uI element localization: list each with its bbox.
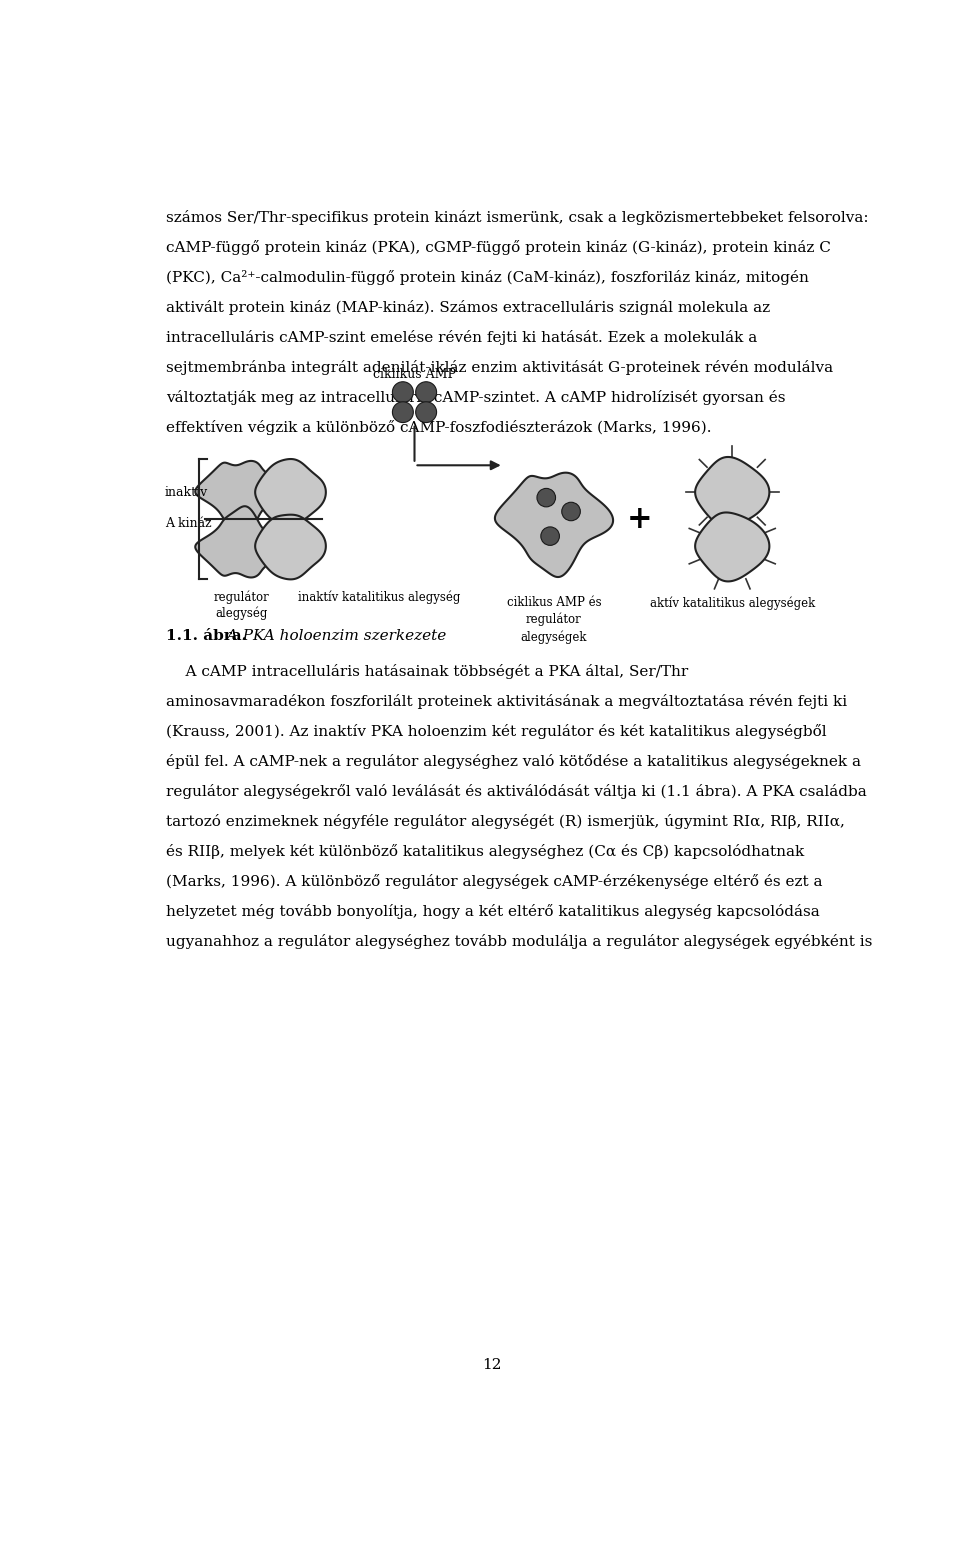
- Text: 12: 12: [482, 1358, 502, 1372]
- Polygon shape: [195, 460, 288, 532]
- Polygon shape: [195, 506, 288, 578]
- Circle shape: [393, 401, 414, 423]
- Text: aminosavmaradékon foszforilált proteinek aktivitásának a megváltoztatása révén f: aminosavmaradékon foszforilált proteinek…: [166, 695, 848, 709]
- Circle shape: [537, 489, 556, 507]
- Text: inaktív katalitikus alegység: inaktív katalitikus alegység: [299, 590, 461, 604]
- Polygon shape: [255, 459, 325, 523]
- Polygon shape: [695, 457, 769, 526]
- Circle shape: [416, 401, 437, 423]
- Text: cAMP-függő protein kináz (PKA), cGMP-függő protein kináz (G-kináz), protein kiná: cAMP-függő protein kináz (PKA), cGMP-füg…: [166, 240, 831, 254]
- Text: ciklikus AMP: ciklikus AMP: [373, 367, 456, 381]
- Text: intracelluláris cAMP-szint emelése révén fejti ki hatását. Ezek a molekulák a: intracelluláris cAMP-szint emelése révén…: [166, 329, 757, 345]
- Text: számos Ser/Thr-specifikus protein kinázt ismerünk, csak a legközismertebbeket fe: számos Ser/Thr-specifikus protein kinázt…: [166, 209, 869, 225]
- Text: (Krauss, 2001). Az inaktív PKA holoenzim két regulátor és két katalitikus alegys: (Krauss, 2001). Az inaktív PKA holoenzim…: [166, 724, 828, 738]
- Text: regulátor
alegység: regulátor alegység: [214, 590, 270, 620]
- Text: A cAMP intracelluláris hatásainak többségét a PKA által, Ser/Thr: A cAMP intracelluláris hatásainak többsé…: [166, 663, 688, 679]
- Text: A PKA holoenzim szerkezete: A PKA holoenzim szerkezete: [223, 629, 446, 643]
- Text: épül fel. A cAMP-nek a regulátor alegységhez való kötődése a katalitikus alegysé: épül fel. A cAMP-nek a regulátor alegysé…: [166, 754, 861, 770]
- Text: 1.1. ábra.: 1.1. ábra.: [166, 629, 248, 643]
- Text: sejtmembránba integrált adenilát-ikláz enzim aktivitását G-proteinek révén modul: sejtmembránba integrált adenilát-ikláz e…: [166, 361, 833, 375]
- Text: változtatják meg az intracelluláris cAMP-szintet. A cAMP hidrolízisét gyorsan és: változtatják meg az intracelluláris cAMP…: [166, 390, 786, 404]
- Text: és RIIβ, melyek két különböző katalitikus alegységhez (Cα és Cβ) kapcsolódhatnak: és RIIβ, melyek két különböző katalitiku…: [166, 845, 804, 859]
- Text: +: +: [627, 504, 652, 535]
- Polygon shape: [255, 515, 325, 579]
- Text: effektíven végzik a különböző cAMP-foszfodiészterázok (Marks, 1996).: effektíven végzik a különböző cAMP-foszf…: [166, 420, 712, 436]
- Text: ugyanahhoz a regulátor alegységhez tovább modulálja a regulátor alegységek egyéb: ugyanahhoz a regulátor alegységhez továb…: [166, 933, 873, 949]
- Text: aktivált protein kináz (MAP-kináz). Számos extracelluláris szignál molekula az: aktivált protein kináz (MAP-kináz). Szám…: [166, 300, 771, 315]
- Text: (Marks, 1996). A különböző regulátor alegységek cAMP-érzékenysége eltérő és ezt : (Marks, 1996). A különböző regulátor ale…: [166, 874, 823, 890]
- Text: helyzetet még tovább bonyolítja, hogy a két eltérő katalitikus alegység kapcsoló: helyzetet még tovább bonyolítja, hogy a …: [166, 904, 820, 919]
- Text: tartozó enzimeknek négyféle regulátor alegységét (R) ismerjük, úgymint RIα, RIβ,: tartozó enzimeknek négyféle regulátor al…: [166, 815, 846, 829]
- Polygon shape: [495, 473, 613, 578]
- Polygon shape: [695, 512, 769, 581]
- Circle shape: [540, 528, 560, 545]
- Text: (PKC), Ca²⁺-calmodulin-függő protein kináz (CaM-kináz), foszforiláz kináz, mitog: (PKC), Ca²⁺-calmodulin-függő protein kin…: [166, 270, 809, 284]
- Text: aktív katalitikus alegységek: aktív katalitikus alegységek: [650, 596, 815, 610]
- Text: A kináz: A kináz: [165, 517, 211, 529]
- Circle shape: [416, 382, 437, 403]
- Text: ciklikus AMP és
regulátor
alegységek: ciklikus AMP és regulátor alegységek: [507, 596, 601, 643]
- Text: regulátor alegységekről való leválását és aktiválódását váltja ki (1.1 ábra). A : regulátor alegységekről való leválását é…: [166, 784, 867, 799]
- Text: inaktív: inaktív: [165, 485, 208, 500]
- Circle shape: [393, 382, 414, 403]
- Circle shape: [562, 503, 581, 521]
